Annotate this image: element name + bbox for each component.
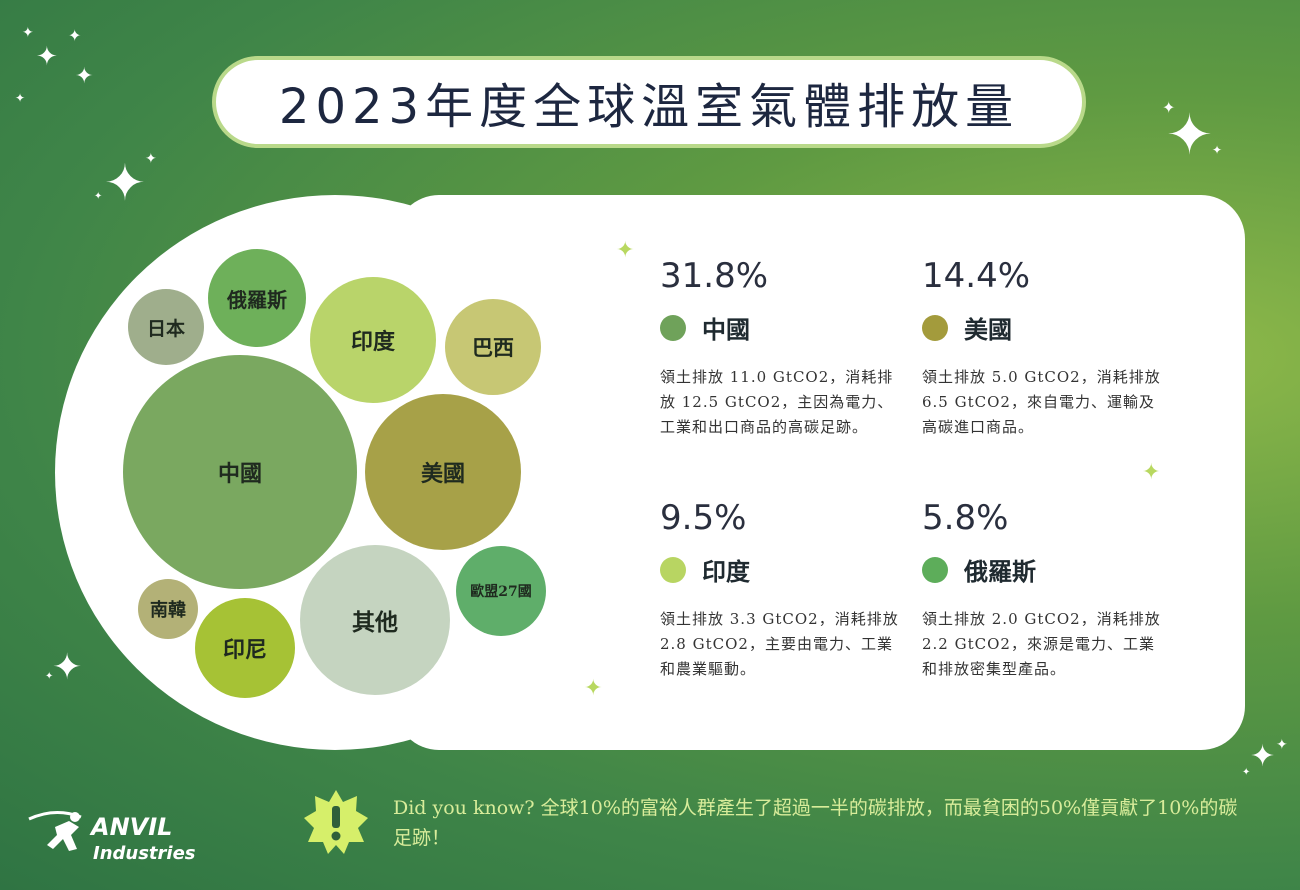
stat-china: 31.8% 中國 領土排放 11.0 GtCO2，消耗排放 12.5 GtCO2… <box>660 256 900 440</box>
legend-dot <box>922 556 948 583</box>
stat-country: 中國 <box>702 315 750 344</box>
title-banner: 2023年度全球溫室氣體排放量 <box>212 56 1086 148</box>
stat-percentage: 31.8% <box>660 256 769 296</box>
logo-wordmark: ANVIL <box>89 813 172 841</box>
bubble-japan: 日本 <box>128 289 204 365</box>
stat-percentage: 9.5% <box>660 498 747 538</box>
stat-country: 印度 <box>702 557 750 586</box>
sparkle-icon: ✦ <box>1166 103 1213 168</box>
stat-country: 美國 <box>964 315 1012 344</box>
bubble-russia: 俄羅斯 <box>208 249 306 347</box>
exclamation-burst-icon <box>304 790 368 854</box>
stat-india: 9.5% 印度 領土排放 3.3 GtCO2，消耗排放 2.8 GtCO2，主要… <box>660 498 906 682</box>
sparkle-icon: ✦ <box>75 64 94 89</box>
bubble-south-korea: 南韓 <box>138 579 198 639</box>
bubble-brazil: 巴西 <box>445 299 541 395</box>
stat-percentage: 14.4% <box>922 256 1031 296</box>
bubble-usa: 美國 <box>365 394 521 550</box>
sparkle-icon: ✦ <box>36 42 58 72</box>
sparkle-icon: ✦ <box>1212 143 1223 157</box>
sparkle-icon: ✦ <box>15 91 26 105</box>
stat-description: 領土排放 3.3 GtCO2，消耗排放 2.8 GtCO2，主要由電力、工業和農… <box>660 610 899 678</box>
did-you-know-text: Did you know? 全球10%的富裕人群產生了超過一半的碳排放，而最貧困… <box>393 797 1238 849</box>
stat-russia: 5.8% 俄羅斯 領土排放 2.0 GtCO2，消耗排放 2.2 GtCO2，來… <box>922 498 1168 682</box>
stat-description: 領土排放 5.0 GtCO2，消耗排放 6.5 GtCO2，來自電力、運輸及高碳… <box>922 368 1161 436</box>
stat-percentage: 5.8% <box>922 498 1009 538</box>
anvil-industries-logo: ANVIL Industries <box>25 805 200 867</box>
sparkle-icon: ✦ <box>1162 98 1176 117</box>
sparkle-icon: ✦ <box>52 647 83 688</box>
bubble-others: 其他 <box>300 545 450 695</box>
sparkle-icon: ✦ <box>1142 460 1161 485</box>
legend-dot <box>660 556 686 583</box>
sparkle-icon: ✦ <box>1276 737 1288 753</box>
bubble-india: 印度 <box>310 277 436 403</box>
sparkle-icon: ✦ <box>1242 767 1251 778</box>
bubble-indonesia: 印尼 <box>195 598 295 698</box>
sparkle-icon: ✦ <box>584 676 603 701</box>
bubble-eu27: 歐盟27國 <box>456 546 546 636</box>
sparkle-icon: ✦ <box>22 25 34 41</box>
page-title: 2023年度全球溫室氣體排放量 <box>278 79 1020 135</box>
sparkle-icon: ✦ <box>94 191 103 202</box>
sparkle-icon: ✦ <box>1250 739 1276 774</box>
legend-dot <box>660 314 686 341</box>
legend-dot <box>922 314 948 341</box>
bubble-china: 中國 <box>123 355 357 589</box>
logo-subtitle: Industries <box>93 843 196 864</box>
sparkle-icon: ✦ <box>145 151 157 167</box>
sparkle-icon: ✦ <box>616 238 635 263</box>
sparkle-icon: ✦ <box>45 671 54 682</box>
stat-country: 俄羅斯 <box>964 557 1036 586</box>
anvil-figure-icon: ANVIL Industries <box>28 811 196 864</box>
stat-usa: 14.4% 美國 領土排放 5.0 GtCO2，消耗排放 6.5 GtCO2，來… <box>922 256 1168 440</box>
sparkle-icon: ✦ <box>104 154 146 212</box>
sparkle-icon: ✦ <box>68 26 82 45</box>
stat-description: 領土排放 11.0 GtCO2，消耗排放 12.5 GtCO2，主因為電力、工業… <box>660 368 894 436</box>
stat-description: 領土排放 2.0 GtCO2，消耗排放 2.2 GtCO2，來源是電力、工業和排… <box>922 610 1161 678</box>
